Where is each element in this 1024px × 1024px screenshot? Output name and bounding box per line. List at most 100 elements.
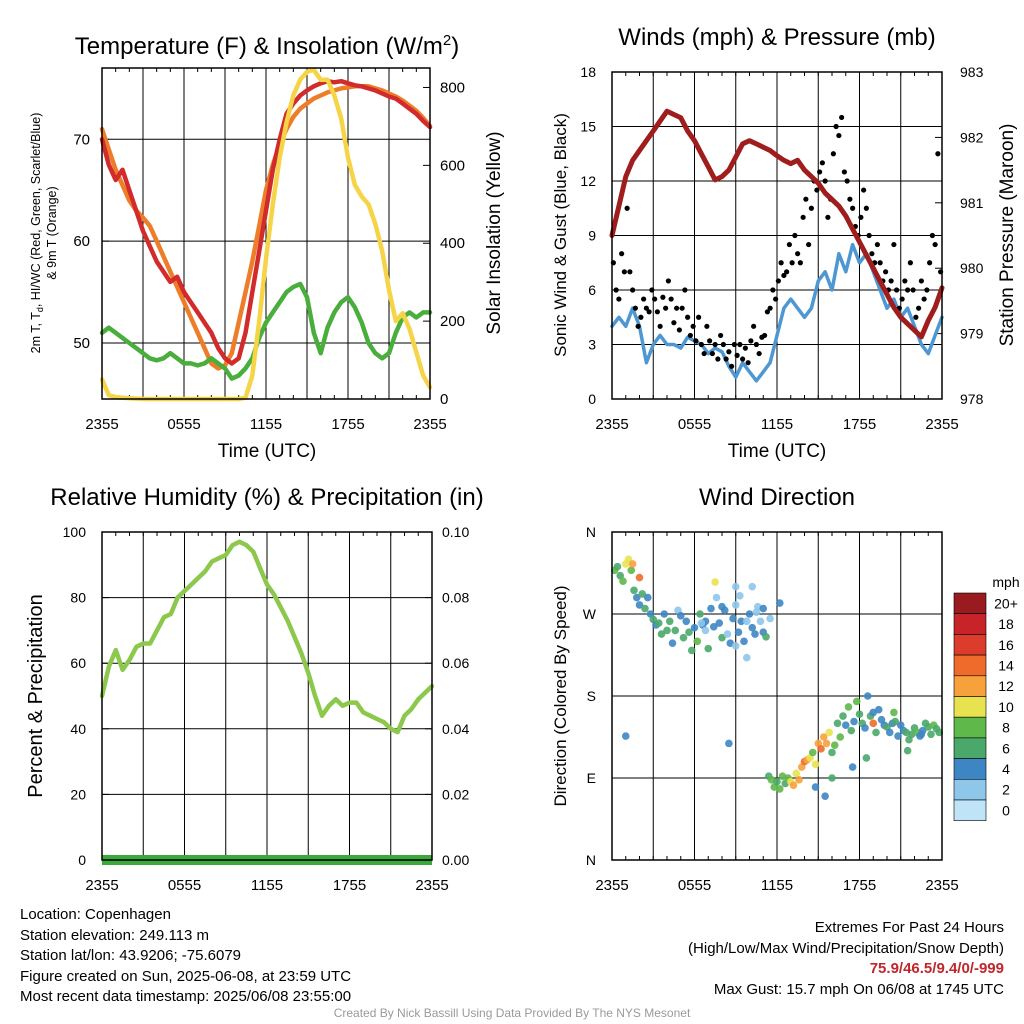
direction-point: [731, 601, 740, 609]
gust-point: [883, 269, 889, 275]
y-tick-label-right: 0.08: [442, 590, 469, 606]
gust-point: [869, 251, 875, 257]
gust-point: [932, 241, 938, 248]
direction-point: [847, 726, 856, 735]
colorbar-label: 18: [998, 616, 1014, 632]
gust-point: [654, 309, 660, 315]
y-tick-label-left: 15: [580, 119, 596, 135]
direction-point: [736, 591, 744, 600]
gust-point: [762, 332, 768, 339]
direction-point: [748, 623, 757, 632]
y-tick-label-left: 9: [588, 228, 596, 244]
colorbar-label: 10: [998, 699, 1014, 715]
dewpoint-line: [99, 281, 433, 381]
direction-point: [839, 712, 847, 720]
gust-point: [627, 269, 633, 275]
direction-point: [903, 746, 912, 755]
gust-point: [707, 338, 713, 344]
colorbar-label: 8: [1002, 720, 1010, 736]
direction-point: [687, 646, 696, 655]
gust-point: [784, 269, 790, 275]
direction-point: [891, 717, 900, 726]
colorbar-swatch: [953, 592, 987, 615]
created-text: Figure created on Sun, 2025-06-08, at 23…: [20, 967, 352, 985]
gust-point: [841, 169, 847, 175]
extremes-info: Extremes For Past 24 Hours (High/Low/Max…: [688, 918, 1004, 1000]
plot-border: [101, 67, 431, 400]
direction-point: [696, 610, 704, 618]
y-tick-label-right: 980: [960, 260, 984, 276]
y-tick-label-right: 983: [960, 64, 984, 80]
direction-point: [635, 601, 644, 609]
gust-point: [891, 241, 897, 248]
direction-point: [711, 578, 719, 586]
direction-point: [635, 573, 644, 582]
direction-point: [828, 748, 836, 757]
gust-point: [789, 260, 795, 266]
gust-point: [687, 332, 693, 339]
gust-point: [830, 151, 836, 157]
direction-point: [663, 626, 671, 635]
gust-point: [663, 305, 669, 311]
gust-point: [888, 278, 894, 284]
gust-point: [674, 305, 680, 311]
gust-point: [660, 294, 666, 300]
plot-border: [611, 71, 943, 400]
gust-point: [665, 278, 671, 284]
gust-point: [767, 305, 773, 311]
gust-point: [795, 251, 801, 257]
colorbar-swatch: [953, 799, 987, 822]
y-axis-label-right: Solar Insolation (Yellow): [484, 131, 505, 334]
gust-point: [877, 260, 883, 266]
direction-point: [927, 730, 935, 739]
gust-point: [916, 305, 922, 311]
gust-point: [797, 260, 803, 266]
gust-point: [619, 251, 625, 257]
direction-point: [740, 637, 748, 646]
direction-point: [917, 730, 926, 739]
gust-point: [844, 178, 850, 184]
y-tick-label-left: 80: [70, 590, 86, 606]
direction-point: [613, 562, 622, 571]
gust-point: [745, 360, 751, 366]
gust-point: [751, 323, 757, 329]
direction-point: [844, 703, 853, 711]
gust-point: [800, 214, 806, 220]
y-tick-label-right: 0.06: [442, 655, 469, 671]
y-tick-label-left: 60: [70, 655, 86, 671]
gust-point: [803, 196, 809, 202]
direction-point: [869, 719, 878, 728]
elevation-text: Station elevation: 249.113 m: [20, 926, 210, 944]
extremes-subheading: (High/Low/Max Wind/Precipitation/Snow De…: [688, 939, 1004, 957]
direction-point: [848, 763, 857, 771]
gust-point: [723, 356, 729, 362]
chart-title-end: ): [451, 33, 459, 60]
chart-title: Winds (mph) & Pressure (mb): [618, 24, 935, 51]
gust-point: [806, 241, 812, 248]
chart-title-sup: 2: [443, 32, 451, 49]
direction-point: [731, 582, 740, 591]
gust-point: [748, 338, 754, 344]
y-tick-label-right: 0.04: [442, 721, 469, 737]
y-tick-label-right: 600: [440, 157, 465, 174]
gust-point: [616, 296, 622, 302]
direction-point: [679, 633, 688, 642]
gust-point: [874, 241, 880, 248]
direction-point: [660, 610, 669, 618]
x-tick-label: 1155: [250, 416, 282, 433]
y-axis-label-left: 2m T, Td, HI/WC (Red, Green, Scarlet/Blu…: [29, 113, 45, 354]
gust-point: [792, 232, 798, 239]
y-tick-label-right: 400: [440, 235, 465, 252]
gust-point: [773, 296, 779, 302]
direction-point: [734, 628, 743, 637]
direction-point: [638, 590, 647, 598]
y-tick-label-right: 0.00: [442, 852, 469, 868]
y-axis-label-left-line2: & 9m T (Orange): [45, 186, 59, 279]
y-tick-label-left: 0: [588, 391, 596, 407]
y-tick-label-left: 50: [73, 335, 90, 352]
direction-point: [863, 692, 872, 700]
location-text: Location: Copenhagen: [20, 906, 171, 923]
chart-title: Wind Direction: [699, 484, 855, 511]
direction-point: [729, 614, 737, 623]
recent-data-text: Most recent data timestamp: 2025/06/08 2…: [20, 988, 352, 1005]
